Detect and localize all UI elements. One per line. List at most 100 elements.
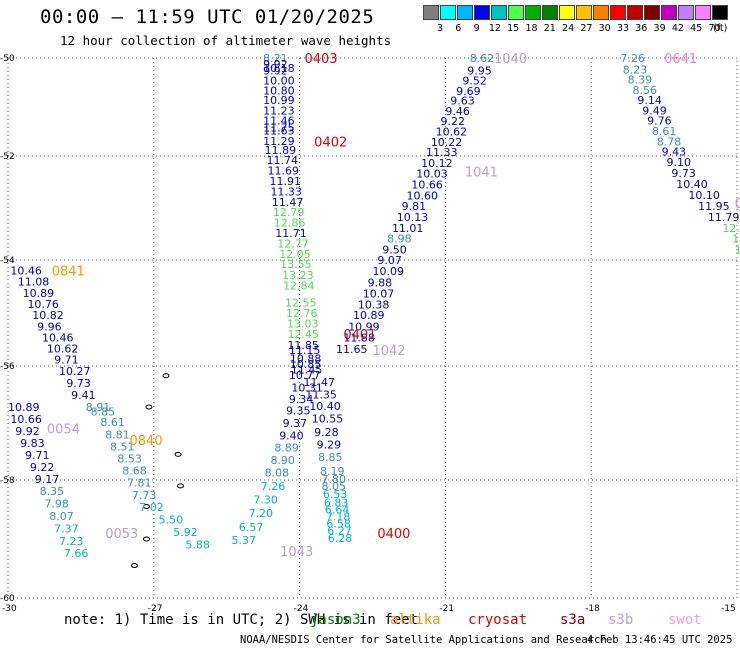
wave-height-value: 11.45 [291, 363, 323, 376]
wave-height-value: 7.37 [54, 522, 79, 535]
wave-height-value: 5.92 [173, 526, 198, 539]
wave-height-value: 8.51 [110, 440, 135, 453]
generation-timestamp: 4 Feb 13:46:45 UTC 2025 [587, 634, 733, 646]
wave-height-value: 8.62 [470, 52, 495, 65]
colorbar-label: 70 [708, 23, 721, 34]
wave-height-value: 9.92 [15, 425, 40, 438]
wave-height-value: 11.33 [270, 185, 302, 198]
wave-height-value: 6.27 [327, 525, 352, 538]
wave-height-value: 10.27 [59, 365, 91, 378]
wave-height-value: 11.47 [303, 376, 335, 389]
wave-height-value: 13.55 [280, 258, 312, 271]
longitude-tick-label: -30 [2, 604, 17, 614]
colorbar-label: 3 [436, 23, 444, 34]
mission-legend-item: swot [668, 612, 702, 628]
wave-height-value: 9.88 [368, 276, 393, 289]
wave-height-value: 11.74 [267, 154, 299, 167]
wave-height-value: 10.40 [676, 178, 708, 191]
wave-height-value: 7.73 [132, 489, 157, 502]
wave-height-value: 9.22 [441, 115, 466, 128]
wave-height-value: 11.35 [305, 389, 337, 402]
wave-height-value: 6.64 [325, 504, 350, 517]
wave-height-value: 12.45 [287, 328, 319, 341]
wave-height-value: 10.88 [290, 353, 322, 366]
wave-height-value: 6.53 [323, 488, 348, 501]
wave-height-value: 12.79 [273, 206, 305, 219]
wave-height-value: 9.76 [647, 115, 672, 128]
wave-height-value: 10.22 [431, 136, 463, 149]
wave-height-value: 10.40 [309, 400, 341, 413]
colorbar-label: 24 [562, 23, 575, 34]
longitude-tick-label: -15 [721, 604, 736, 614]
colorbar-label: 33 [616, 23, 630, 34]
wave-height-value: 10.09 [373, 265, 405, 278]
wave-height-value: 10.99 [348, 320, 380, 333]
wave-height-value: 9.22 [30, 461, 55, 474]
wave-height-value: 10.82 [32, 309, 64, 322]
colorbar-swatch [610, 5, 626, 20]
pass-time-label: 0 [735, 197, 740, 212]
wave-height-value: 6.58 [326, 518, 351, 531]
wave-height-value: 10.77 [289, 369, 321, 382]
longitude-tick-label: -18 [585, 604, 600, 614]
wave-height-value: 10.55 [312, 412, 344, 425]
wave-height-value: 6.83 [324, 496, 349, 509]
colorbar-swatch [576, 5, 592, 20]
colorbar-label: 42 [671, 23, 684, 34]
colorbar-swatch [593, 5, 609, 20]
mission-legend-item: s3a [560, 612, 586, 628]
latitude-tick-label: -58 [0, 476, 15, 486]
colorbar-swatch [627, 5, 643, 20]
wave-height-value: 7.02 [139, 501, 164, 514]
wave-height-value: 6.28 [328, 532, 353, 545]
pass-time-label: 1041 [465, 166, 498, 181]
colorbar-swatch [542, 5, 558, 20]
wave-height-value: 10.31 [291, 382, 323, 395]
wave-height-value: 10.38 [358, 299, 390, 312]
wave-height-value: 13.4 [732, 233, 740, 246]
pass-time-label: 0841 [52, 265, 85, 280]
wave-height-value: 10.12 [421, 157, 453, 170]
wave-height-value: 10.46 [42, 331, 74, 344]
wave-height-value: 9.73 [671, 167, 696, 180]
axis-tick-labels: -50 -52 -54 -56 -58 -60-30 -27 -24 -21 -18 -15 [0, 54, 736, 614]
mission-legend-item: cryosat [468, 612, 528, 628]
colorbar-swatch [457, 5, 473, 20]
wave-height-value: 8.91 [86, 401, 111, 414]
latitude-tick-label: -52 [0, 152, 15, 162]
wave-height-value: 11.89 [265, 144, 297, 157]
wave-height-value: 10.10 [688, 189, 720, 202]
wave-height-value: 9.92 [263, 64, 288, 77]
wave-height-value: 10.99 [263, 94, 295, 107]
wave-height-value: 9.69 [456, 85, 481, 98]
wave-height-value: 8.61 [100, 416, 125, 429]
wave-height-value: 8.05 [321, 480, 346, 493]
wave-height-value: 11.79 [708, 211, 740, 224]
wave-height-value: 12.86 [274, 217, 306, 230]
wave-height-value: 10.00 [263, 75, 295, 88]
wave-height-value: 8.08 [265, 467, 290, 480]
wave-height-value: 5.50 [159, 514, 184, 527]
wave-height-value: 13.03 [287, 318, 319, 331]
wave-height-value: 11.65 [336, 343, 368, 356]
wave-height-value: 8.23 [623, 63, 648, 76]
wave-height-value: 6.57 [239, 521, 264, 534]
wave-height-value: 8.39 [628, 74, 653, 87]
pass-time-label: 0403 [304, 52, 337, 67]
colorbar-label: 30 [598, 23, 611, 34]
colorbar-swatch [508, 5, 524, 20]
island-coastlines [130, 373, 185, 569]
pass-time-label: 0400 [377, 527, 410, 542]
wave-height-value: 9.41 [71, 389, 96, 402]
wave-height-value: 7.18 [326, 511, 351, 524]
colorbar-swatch [474, 5, 490, 20]
pass-time-label: 0054 [47, 423, 80, 438]
wave-height-value: 9.50 [382, 244, 407, 257]
colorbar-label: 9 [473, 23, 480, 34]
colorbar-swatch [644, 5, 660, 20]
footnote-text: note: 1) Time is in UTC; 2) SWH is in fe… [64, 612, 419, 628]
pass-time-label: 0641 [664, 52, 697, 67]
colorbar-label: 39 [653, 23, 666, 34]
wave-height-value: 9.95 [467, 64, 492, 77]
colorbar-label: 15 [507, 23, 520, 34]
